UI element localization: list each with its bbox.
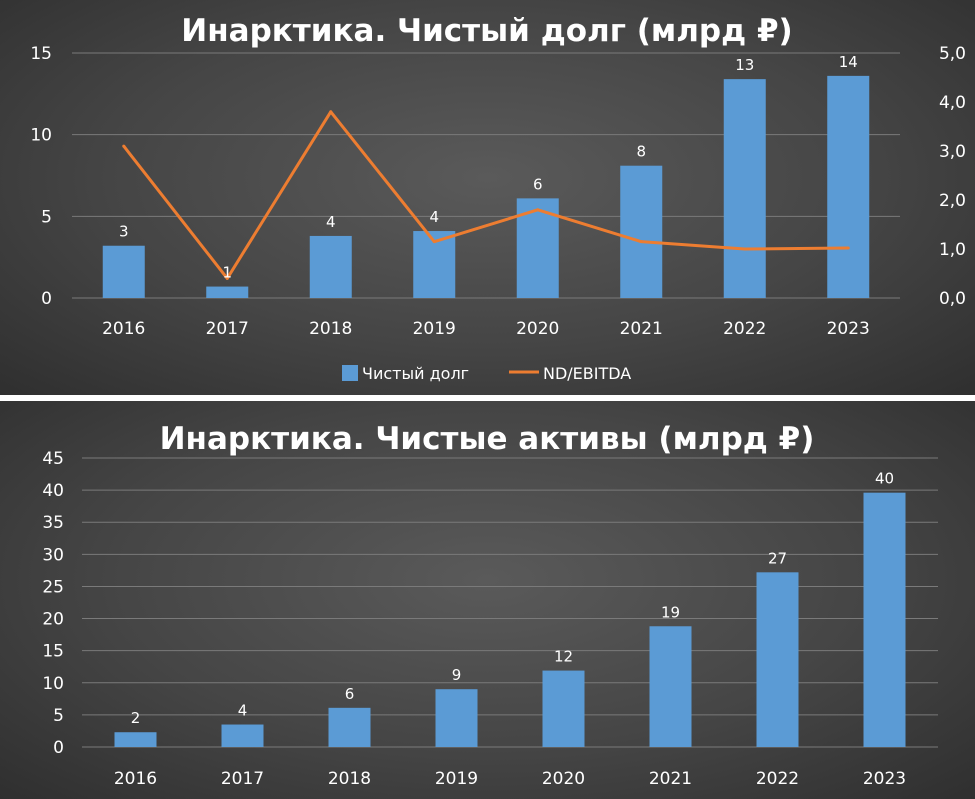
legend: Чистый долг ND/EBITDA xyxy=(342,364,631,383)
line-point xyxy=(846,246,850,250)
grid-lines xyxy=(72,52,900,299)
y-axis-left: 0 5 10 15 xyxy=(30,44,52,309)
y2-tick-label: 1,0 xyxy=(939,240,966,260)
y-axis-left: 0 5 10 15 20 25 30 35 40 45 xyxy=(42,449,64,758)
chart-title: Инарктика. Чистый долг (млрд ₽) xyxy=(181,13,792,49)
y2-tick-label: 3,0 xyxy=(939,142,966,162)
y2-tick-label: 5,0 xyxy=(939,44,966,64)
data-label: 12 xyxy=(554,648,573,666)
legend-label-line: ND/EBITDA xyxy=(543,364,631,383)
x-tick-label: 2022 xyxy=(723,319,766,339)
x-tick-label: 2019 xyxy=(413,319,456,339)
y-tick-label: 45 xyxy=(42,449,64,469)
line-series xyxy=(122,110,850,280)
bar xyxy=(756,572,799,747)
x-tick-label: 2021 xyxy=(649,769,692,789)
data-label: 4 xyxy=(238,702,248,720)
line-point xyxy=(743,247,747,251)
data-label: 6 xyxy=(345,685,355,703)
net-debt-chart: Инарктика. Чистый долг (млрд ₽) 0 5 10 15 0… xyxy=(30,13,966,383)
y-tick-label: 10 xyxy=(30,126,52,146)
data-label: 40 xyxy=(875,470,894,488)
y-axis-right: 0,0 1,0 2,0 3,0 4,0 5,0 xyxy=(939,44,966,309)
grid-lines xyxy=(82,457,938,748)
data-label: 27 xyxy=(768,549,787,567)
y-tick-label: 0 xyxy=(41,289,52,309)
data-label: 6 xyxy=(533,175,543,193)
line-point xyxy=(225,276,229,280)
chart-title: Инарктика. Чистые активы (млрд ₽) xyxy=(160,421,815,457)
bar xyxy=(309,235,352,298)
line-point xyxy=(536,208,540,212)
x-axis: 2016 2017 2018 2019 2020 2021 2022 2023 xyxy=(114,769,906,789)
x-tick-label: 2023 xyxy=(863,769,906,789)
bar xyxy=(620,165,663,298)
data-label: 4 xyxy=(326,213,336,231)
y-tick-label: 15 xyxy=(42,642,64,662)
y-tick-label: 5 xyxy=(53,706,64,726)
bar xyxy=(435,689,478,747)
data-labels: 2 4 6 9 12 19 27 40 xyxy=(131,470,894,728)
bar xyxy=(328,707,371,747)
bar xyxy=(827,75,870,298)
x-tick-label: 2017 xyxy=(206,319,249,339)
y-tick-label: 40 xyxy=(42,481,64,501)
y2-tick-label: 4,0 xyxy=(939,93,966,113)
line-point xyxy=(329,110,333,114)
bar xyxy=(863,492,906,747)
bar xyxy=(649,626,692,747)
y-tick-label: 25 xyxy=(42,577,64,597)
y-tick-label: 15 xyxy=(30,44,52,64)
data-label: 13 xyxy=(735,56,754,74)
net-assets-chart: Инарктика. Чистые активы (млрд ₽) 0 5 10 15… xyxy=(42,421,938,789)
y-tick-label: 10 xyxy=(42,674,64,694)
data-label: 4 xyxy=(429,208,439,226)
legend-swatch-bar xyxy=(342,365,358,381)
net-debt-chart-panel: Инарктика. Чистый долг (млрд ₽) 0 5 10 15 0… xyxy=(0,0,975,395)
data-label: 2 xyxy=(131,709,141,727)
data-label: 1 xyxy=(222,264,232,282)
net-assets-chart-panel: Инарктика. Чистые активы (млрд ₽) 0 5 10 15… xyxy=(0,401,975,799)
data-label: 3 xyxy=(119,223,129,241)
y-tick-label: 35 xyxy=(42,513,64,533)
bar xyxy=(206,286,249,298)
y-tick-label: 20 xyxy=(42,610,64,630)
data-label: 8 xyxy=(636,143,646,161)
x-tick-label: 2018 xyxy=(328,769,371,789)
y-tick-label: 0 xyxy=(53,738,64,758)
line-point xyxy=(639,240,643,244)
x-tick-label: 2016 xyxy=(114,769,157,789)
x-tick-label: 2022 xyxy=(756,769,799,789)
legend-label-bar: Чистый долг xyxy=(362,364,469,383)
bar xyxy=(221,724,264,747)
x-tick-label: 2023 xyxy=(827,319,870,339)
y2-tick-label: 2,0 xyxy=(939,191,966,211)
x-tick-label: 2017 xyxy=(221,769,264,789)
bar xyxy=(542,670,585,747)
bar xyxy=(114,732,157,747)
x-axis: 2016 2017 2018 2019 2020 2021 2022 2023 xyxy=(102,319,870,339)
line-point xyxy=(432,240,436,244)
data-label: 19 xyxy=(661,603,680,621)
x-tick-label: 2020 xyxy=(516,319,559,339)
data-label: 14 xyxy=(839,53,858,71)
x-tick-label: 2018 xyxy=(309,319,352,339)
x-tick-label: 2016 xyxy=(102,319,145,339)
y-tick-label: 5 xyxy=(41,207,52,227)
bar xyxy=(723,79,766,298)
nd-ebitda-line xyxy=(122,110,849,280)
x-tick-label: 2021 xyxy=(620,319,663,339)
y2-tick-label: 0,0 xyxy=(939,289,966,309)
x-tick-label: 2020 xyxy=(542,769,585,789)
line-point xyxy=(122,144,126,148)
y-tick-label: 30 xyxy=(42,545,64,565)
data-label: 9 xyxy=(452,666,462,684)
bar-series xyxy=(114,492,906,747)
bar xyxy=(102,245,145,298)
x-tick-label: 2019 xyxy=(435,769,478,789)
